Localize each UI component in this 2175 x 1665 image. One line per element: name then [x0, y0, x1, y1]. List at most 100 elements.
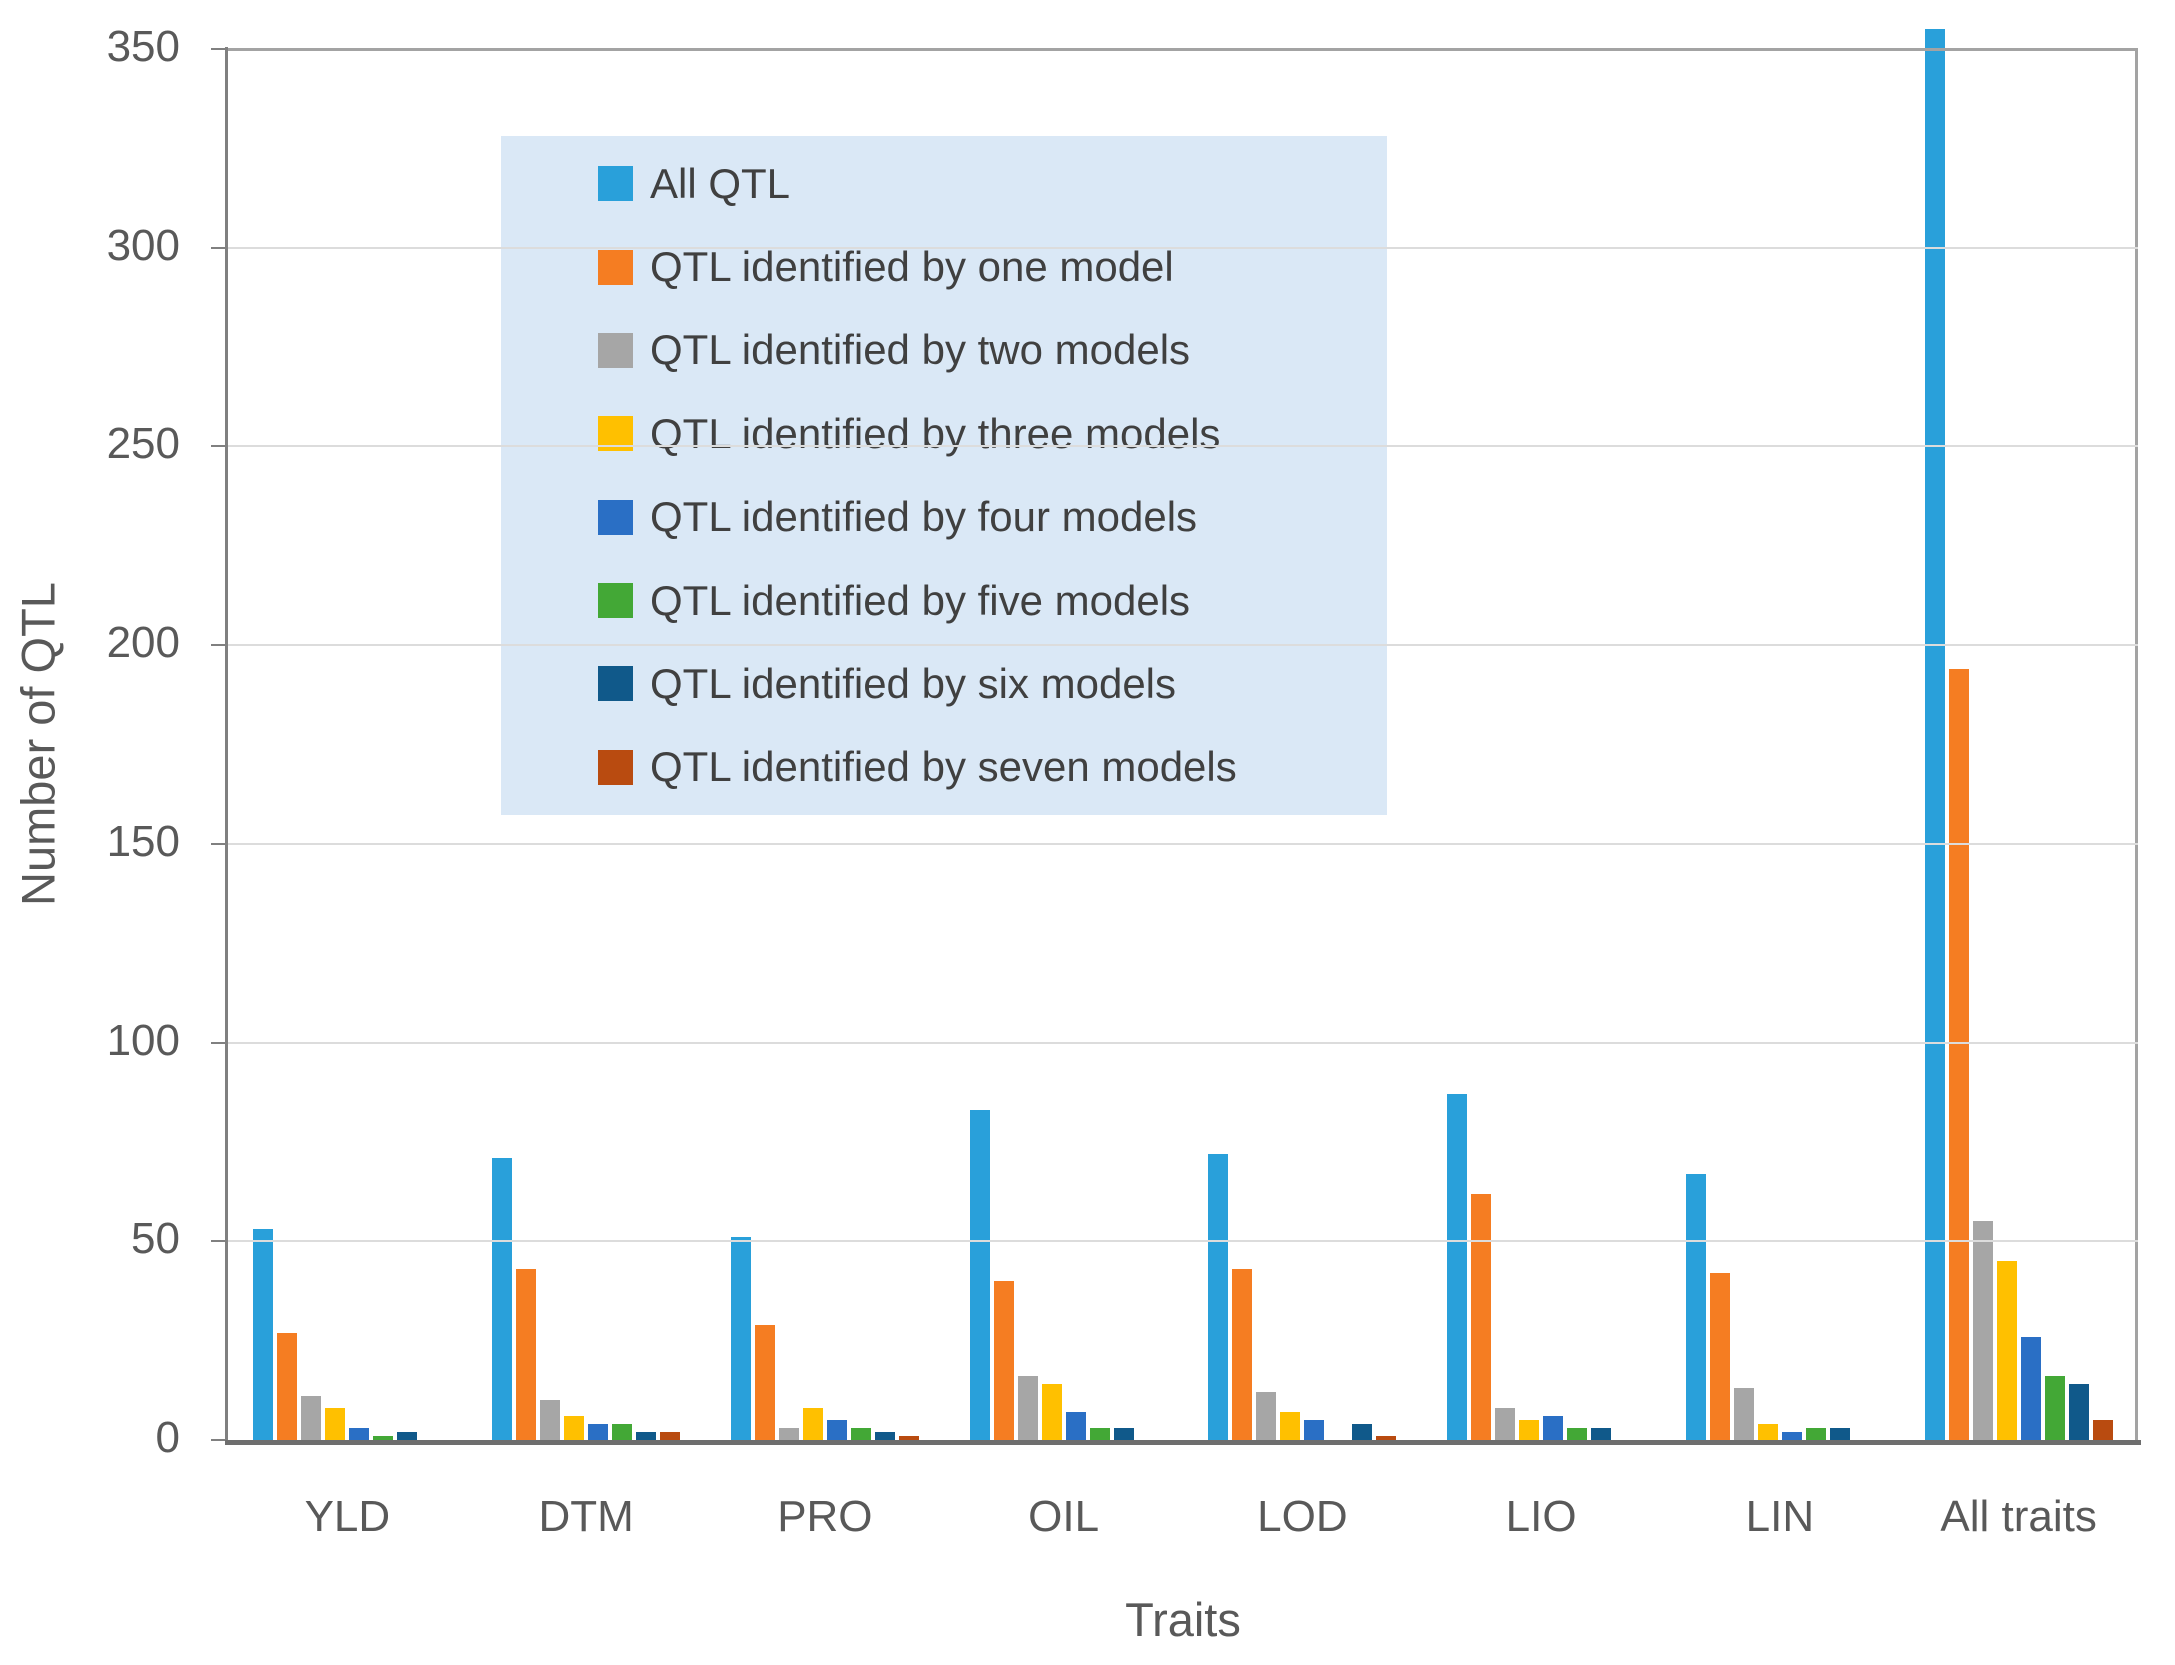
y-tick-mark-250 — [211, 445, 225, 448]
gridline-300 — [228, 246, 2138, 249]
bar-dtm-qtl-identified-by-one-model — [516, 1269, 537, 1440]
legend-item-1: All QTL — [598, 160, 1387, 208]
y-tick-label-0: 0 — [155, 1413, 180, 1462]
bar-group-pro — [706, 49, 945, 1440]
y-axis-title: Number of QTL — [11, 582, 65, 906]
bar-lin-qtl-identified-by-five-models — [1805, 1428, 1826, 1440]
bar-oil-qtl-identified-by-one-model — [993, 1281, 1014, 1440]
bar-lio-qtl-identified-by-four-models — [1543, 1416, 1564, 1440]
bar-yld-qtl-identified-by-four-models — [349, 1428, 370, 1440]
bar-dtm-qtl-identified-by-two-models — [540, 1400, 561, 1440]
legend-label: QTL identified by one model — [650, 243, 1174, 291]
legend-swatch-icon — [598, 749, 633, 785]
x-category-label-lio: LIO — [1505, 1492, 1577, 1541]
bar-lio-qtl-identified-by-three-models — [1519, 1420, 1540, 1440]
bar-groups — [228, 29, 2138, 1440]
legend-item-4: QTL identified by three models — [598, 410, 1387, 458]
bar-lod-qtl-identified-by-seven-models — [1376, 1436, 1397, 1440]
bar-all-traits-qtl-identified-by-three-models — [1996, 1261, 2017, 1440]
bar-lio-all-qtl — [1447, 1094, 1468, 1440]
x-category-label-oil: OIL — [1028, 1492, 1100, 1541]
bar-oil-qtl-identified-by-four-models — [1065, 1412, 1086, 1440]
y-tick-mark-100 — [211, 1041, 225, 1044]
gridline-200 — [228, 644, 2138, 647]
plot-right-border — [2135, 49, 2138, 1440]
bar-dtm-qtl-identified-by-six-models — [636, 1432, 657, 1440]
bar-all-traits-qtl-identified-by-six-models — [2068, 1384, 2089, 1440]
bar-lod-qtl-identified-by-two-models — [1256, 1392, 1277, 1440]
bar-lod-qtl-identified-by-three-models — [1280, 1412, 1301, 1440]
legend-label: QTL identified by three models — [650, 409, 1221, 457]
bar-all-traits-qtl-identified-by-four-models — [2020, 1336, 2041, 1440]
bar-pro-qtl-identified-by-three-models — [802, 1408, 823, 1440]
legend-item-8: QTL identified by seven models — [598, 743, 1387, 791]
bar-lin-qtl-identified-by-four-models — [1781, 1432, 1802, 1440]
bar-pro-all-qtl — [730, 1237, 751, 1440]
bar-lin-qtl-identified-by-six-models — [1829, 1428, 1850, 1440]
bar-group-lio — [1422, 49, 1661, 1440]
bar-lod-qtl-identified-by-four-models — [1304, 1420, 1325, 1440]
bar-pro-qtl-identified-by-one-model — [754, 1324, 775, 1440]
y-tick-mark-0 — [211, 1439, 225, 1441]
bar-oil-qtl-identified-by-three-models — [1041, 1384, 1062, 1440]
bar-yld-qtl-identified-by-one-model — [277, 1332, 298, 1440]
bar-group-yld — [228, 49, 467, 1440]
x-category-label-all-traits: All traits — [1940, 1492, 2097, 1541]
bar-oil-qtl-identified-by-six-models — [1113, 1428, 1134, 1440]
y-tick-mark-50 — [211, 1240, 225, 1243]
legend-swatch-icon — [598, 249, 633, 285]
legend-item-3: QTL identified by two models — [598, 326, 1387, 374]
bar-lin-qtl-identified-by-three-models — [1757, 1424, 1778, 1440]
y-tick-mark-350 — [211, 48, 225, 50]
x-axis-category-labels: YLD DTM PRO OIL LOD LIO LIN All traits — [228, 1492, 2138, 1542]
bar-yld-qtl-identified-by-two-models — [301, 1396, 322, 1440]
bar-yld-qtl-identified-by-three-models — [325, 1408, 346, 1440]
legend-item-7: QTL identified by six models — [598, 660, 1387, 708]
bar-all-traits-all-qtl — [1924, 29, 1945, 1440]
legend-item-6: QTL identified by five models — [598, 577, 1387, 625]
x-category-label-lin: LIN — [1745, 1492, 1815, 1541]
bar-dtm-all-qtl — [492, 1157, 513, 1440]
bar-yld-qtl-identified-by-six-models — [397, 1432, 418, 1440]
y-tick-label-200: 200 — [106, 618, 180, 668]
bar-lin-qtl-identified-by-one-model — [1709, 1273, 1730, 1440]
y-tick-mark-300 — [211, 246, 225, 249]
gridline-50 — [228, 1240, 2138, 1243]
y-tick-label-150: 150 — [106, 816, 180, 866]
bar-all-traits-qtl-identified-by-five-models — [2044, 1376, 2065, 1440]
bar-lod-qtl-identified-by-one-model — [1232, 1269, 1253, 1440]
gridline-250 — [228, 445, 2138, 448]
legend-label: QTL identified by five models — [650, 576, 1191, 624]
legend-label: QTL identified by two models — [650, 326, 1191, 374]
bar-lin-all-qtl — [1685, 1173, 1706, 1440]
bar-pro-qtl-identified-by-two-models — [778, 1428, 799, 1440]
bar-oil-all-qtl — [969, 1110, 990, 1440]
y-axis-line — [225, 47, 228, 1442]
bar-lio-qtl-identified-by-one-model — [1471, 1193, 1492, 1440]
bar-lio-qtl-identified-by-six-models — [1591, 1428, 1612, 1440]
y-tick-mark-150 — [211, 842, 225, 845]
gridline-100 — [228, 1041, 2138, 1044]
bar-dtm-qtl-identified-by-five-models — [612, 1424, 633, 1440]
legend-swatch-icon — [598, 166, 633, 202]
gridline-350 — [228, 48, 2138, 51]
bar-dtm-qtl-identified-by-seven-models — [660, 1432, 681, 1440]
bar-pro-qtl-identified-by-seven-models — [898, 1436, 919, 1440]
y-tick-label-350: 350 — [106, 22, 180, 71]
bar-pro-qtl-identified-by-four-models — [826, 1420, 847, 1440]
legend-label: All QTL — [650, 159, 791, 207]
y-tick-mark-200 — [211, 644, 225, 647]
y-tick-label-50: 50 — [131, 1214, 180, 1264]
bar-lio-qtl-identified-by-two-models — [1495, 1408, 1516, 1440]
bar-yld-qtl-identified-by-five-models — [373, 1436, 394, 1440]
gridline-150 — [228, 842, 2138, 845]
x-category-label-lod: LOD — [1257, 1492, 1348, 1541]
bar-group-dtm — [467, 49, 706, 1440]
bar-lod-all-qtl — [1208, 1153, 1229, 1440]
x-axis-title: Traits — [1125, 1593, 1241, 1646]
bar-all-traits-qtl-identified-by-two-models — [1972, 1221, 1993, 1440]
legend-label: QTL identified by six models — [650, 659, 1177, 707]
legend-swatch-icon — [598, 499, 633, 535]
bar-group-oil — [944, 49, 1183, 1440]
legend-swatch-icon — [598, 583, 633, 619]
